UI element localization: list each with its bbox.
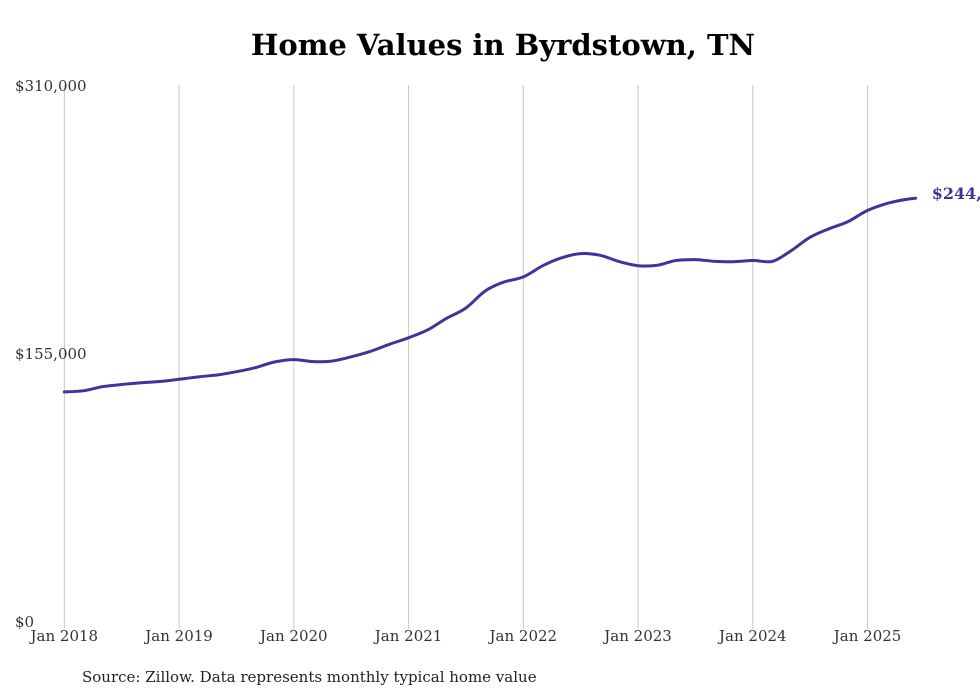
source-note: Source: Zillow. Data represents monthly … xyxy=(82,668,537,686)
end-value-label: $244,501 xyxy=(932,184,980,203)
x-axis: Jan 2018 Jan 2019 Jan 2020 Jan 2021 Jan 2022… xyxy=(29,627,902,645)
x-tick-label: Jan 2021 xyxy=(373,627,443,645)
series-layer xyxy=(62,196,918,394)
x-tick-label: Jan 2020 xyxy=(258,627,328,645)
x-tick-label: Jan 2023 xyxy=(602,627,672,645)
y-axis: $0 $155,000 $310,000 xyxy=(15,77,87,631)
chart-title: Home Values in Byrdstown, TN xyxy=(250,28,756,62)
y-tick-label: $310,000 xyxy=(15,77,87,95)
x-tick-label: Jan 2025 xyxy=(832,627,902,645)
y-tick-label: $0 xyxy=(15,613,34,631)
x-tick-label: Jan 2024 xyxy=(717,627,787,645)
x-tick-label: Jan 2019 xyxy=(143,627,213,645)
end-label-layer: $244,501 xyxy=(932,184,980,203)
gridlines xyxy=(63,85,869,629)
series-line xyxy=(62,196,918,394)
x-tick-label: Jan 2022 xyxy=(488,627,558,645)
x-tick-label: Jan 2018 xyxy=(29,627,99,645)
y-tick-label: $155,000 xyxy=(15,345,87,363)
